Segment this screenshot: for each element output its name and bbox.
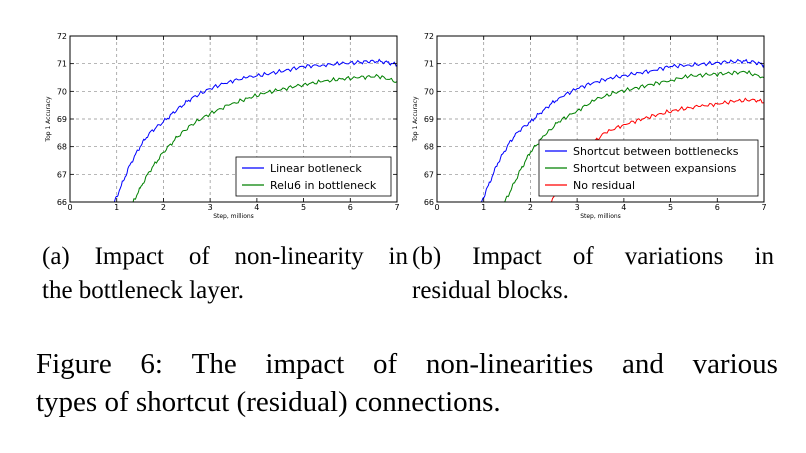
x-tick-label: 0 [434, 203, 439, 212]
caption-word: impact [265, 348, 345, 380]
y-tick-label: 66 [57, 198, 67, 207]
legend-label: Relu6 in bottleneck [270, 179, 377, 192]
legend-box [538, 139, 759, 197]
chart-b: 0 1 2 3 4 5 6 7 66 67 68 69 70 71 72 Step, millions Top … [405, 30, 767, 220]
y-axis-label: Top 1 Accuracy [412, 96, 419, 143]
caption-word: various [692, 348, 778, 380]
x-axis-label: Step, millions [213, 213, 254, 220]
x-tick-label: 2 [161, 203, 166, 212]
x-tick-label: 5 [668, 203, 673, 212]
y-tick-label: 72 [424, 32, 434, 41]
x-tick-label: 2 [528, 203, 533, 212]
caption-word: (b) [412, 243, 442, 270]
series-line [480, 58, 764, 202]
caption-word: variations [624, 243, 724, 270]
y-tick-label: 66 [424, 198, 434, 207]
x-tick-label: 7 [761, 203, 766, 212]
y-tick-label: 67 [57, 170, 67, 179]
legend-label: No residual [573, 179, 635, 192]
figure-caption-line2: types of shortcut (residual) connections… [36, 386, 501, 418]
series-line [504, 69, 764, 202]
y-tick-label: 71 [424, 60, 434, 69]
y-tick-label: 69 [424, 115, 434, 124]
y-tick-label: 67 [424, 170, 434, 179]
legend-label: Shortcut between bottlenecks [573, 145, 739, 158]
x-tick-label: 7 [394, 203, 399, 212]
caption-word: Impact [472, 243, 542, 270]
x-tick-label: 3 [575, 203, 580, 212]
y-tick-label: 70 [424, 87, 434, 96]
y-axis-label: Top 1 Accuracy [45, 96, 52, 143]
x-tick-label: 6 [715, 203, 720, 212]
caption-word: of [188, 243, 210, 270]
caption-word: The [191, 348, 237, 380]
figure-caption-line1: Figure 6: The impact of non-linearities … [36, 345, 778, 383]
caption-word: non-linearities [425, 348, 594, 380]
x-tick-label: 5 [301, 203, 306, 212]
caption-word: Impact [94, 243, 165, 270]
caption-word: 6: [140, 348, 163, 380]
y-tick-label: 70 [57, 87, 67, 96]
caption-word: (a) [42, 243, 70, 270]
y-tick-label: 71 [57, 60, 67, 69]
y-tick-label: 68 [424, 143, 434, 152]
series-line [132, 73, 397, 202]
y-tick-label: 72 [57, 32, 67, 41]
y-tick-label: 69 [57, 115, 67, 124]
caption-word: non-linearity [234, 243, 364, 270]
caption-word: and [622, 348, 664, 380]
caption-word: of [572, 243, 594, 270]
x-tick-label: 3 [208, 203, 213, 212]
caption-word: in [388, 243, 408, 270]
subcaption-b: (b) Impact of variations in residual blo… [412, 240, 774, 308]
subcaption-b-line2: residual blocks. [412, 277, 569, 304]
x-tick-label: 4 [621, 203, 626, 212]
chart-a: 0 1 2 3 4 5 6 7 66 67 68 69 70 71 72 Step, millions Top … [38, 30, 400, 220]
x-tick-label: 4 [254, 203, 259, 212]
series-line [113, 58, 397, 202]
subcaption-b-line1: (b) Impact of variations in [412, 240, 774, 274]
x-axis-label: Step, millions [580, 213, 621, 220]
subcaption-a-line1: (a) Impact of non-linearity in [42, 240, 408, 274]
caption-word: of [372, 348, 398, 380]
subcaption-a-line2: the bottleneck layer. [42, 277, 245, 304]
series-group [113, 58, 397, 202]
subcaption-a: (a) Impact of non-linearity in the bottl… [42, 240, 408, 308]
legend-box [235, 156, 392, 197]
legend-label: Shortcut between expansions [573, 162, 737, 175]
y-tick-label: 68 [57, 143, 67, 152]
x-tick-label: 0 [67, 203, 72, 212]
caption-word: in [754, 243, 774, 270]
legend-label: Linear botleneck [270, 162, 362, 175]
x-tick-label: 6 [348, 203, 353, 212]
x-tick-label: 1 [114, 203, 119, 212]
figure-caption: Figure 6: The impact of non-linearities … [36, 345, 778, 421]
caption-word: Figure [36, 348, 112, 380]
x-tick-label: 1 [481, 203, 486, 212]
